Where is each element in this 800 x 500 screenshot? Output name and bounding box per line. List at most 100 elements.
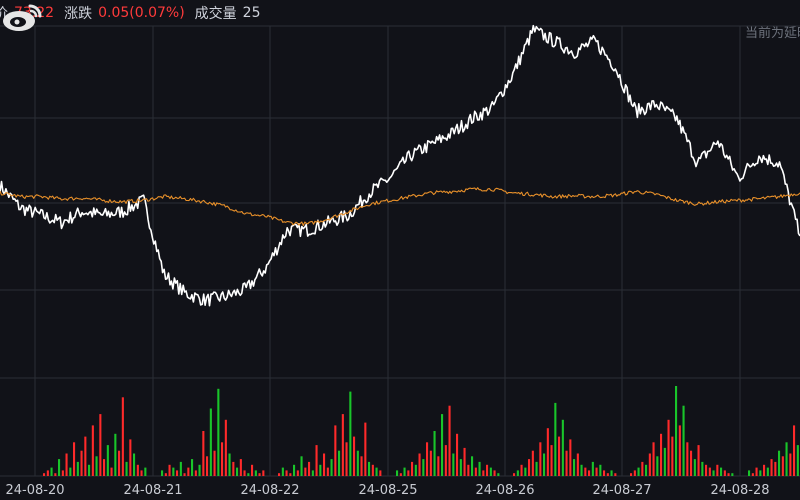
volume-bar: [467, 464, 470, 477]
volume-bar: [778, 450, 781, 476]
volume-bar: [407, 470, 410, 476]
volume-bar: [161, 470, 164, 476]
volume-bar: [278, 473, 281, 476]
volume-bar: [198, 464, 201, 477]
volume-bar: [426, 442, 429, 477]
volume-bar: [656, 456, 659, 476]
volume-bar: [308, 461, 311, 476]
volume-bar: [110, 467, 113, 476]
volume-bar: [716, 464, 719, 477]
volume-bar: [217, 388, 220, 476]
volume-bar: [781, 456, 784, 476]
volume-bar: [364, 422, 367, 476]
volume-bar: [697, 445, 700, 476]
volume-bar: [774, 461, 777, 476]
volume-bar: [603, 470, 606, 476]
change-label: 涨跌: [64, 6, 93, 22]
volume-bar: [584, 467, 587, 476]
volume-bar: [194, 470, 197, 476]
volume-bar: [206, 456, 209, 476]
volume-bar: [727, 473, 730, 476]
volume-bar: [663, 447, 666, 476]
volume-bar: [209, 408, 212, 476]
volume-bar: [539, 442, 542, 477]
volume-bar: [326, 467, 329, 476]
volume-bar: [69, 467, 72, 476]
volume-bar: [796, 445, 799, 476]
volume-label: 成交量: [194, 6, 237, 22]
volume-bar: [50, 467, 53, 476]
volume-bar: [95, 456, 98, 476]
volume-bar: [73, 442, 76, 477]
volume-bar: [183, 473, 186, 476]
volume-bar: [690, 450, 693, 476]
volume-bar: [441, 414, 444, 476]
volume-bar: [660, 433, 663, 476]
volume-bar: [323, 453, 326, 476]
average-line: [0, 187, 800, 227]
volume-bar: [289, 473, 292, 476]
volume-bar: [172, 467, 175, 476]
volume-bar: [569, 439, 572, 476]
volume-bar: [239, 459, 242, 476]
volume-bar: [437, 456, 440, 476]
volume-bar: [785, 442, 788, 477]
volume-bar: [285, 470, 288, 476]
volume-bar: [133, 453, 136, 476]
volume-bar: [543, 453, 546, 476]
volume-bar: [422, 459, 425, 476]
volume-bar: [459, 459, 462, 476]
volume-bar: [474, 467, 477, 476]
volume-bar: [630, 473, 633, 476]
volume-bar: [793, 425, 796, 476]
volume-bar: [251, 464, 254, 477]
volume-bar: [213, 450, 216, 476]
x-tick-label: 24-08-26: [475, 483, 534, 498]
volume-bar: [54, 473, 57, 476]
volume-bar: [99, 414, 102, 476]
volume-bar: [46, 470, 49, 476]
volume-value: 25: [242, 5, 261, 21]
volume-bar: [65, 453, 68, 476]
volume-bar: [633, 470, 636, 476]
volume-bar: [701, 461, 704, 476]
volume-bar: [444, 445, 447, 476]
volume-bar: [595, 467, 598, 476]
volume-bar: [789, 453, 792, 476]
volume-bar: [315, 445, 318, 476]
volume-bar: [399, 473, 402, 476]
volume-bar: [573, 459, 576, 476]
volume-bar: [471, 456, 474, 476]
volume-bar: [751, 473, 754, 476]
volume-bar: [202, 431, 205, 476]
volume-bar: [61, 470, 64, 476]
volume-bar: [338, 450, 341, 476]
volume-bar: [520, 464, 523, 477]
volume-bar: [720, 467, 723, 476]
volume-bar: [356, 450, 359, 476]
volume-bar: [614, 473, 617, 476]
price-line: [0, 24, 800, 307]
volume-bar: [671, 436, 674, 476]
volume-bar: [414, 464, 417, 477]
volume-bar: [300, 456, 303, 476]
x-tick-label: 24-08-27: [592, 483, 651, 498]
volume-bar: [489, 467, 492, 476]
volume-bar: [493, 470, 496, 476]
volume-bar: [606, 473, 609, 476]
volume-bar: [281, 467, 284, 476]
price-label: 价: [0, 6, 8, 22]
quote-bar: 价 73.22 涨跌 0.05(0.07%) 成交量 25: [0, 0, 800, 26]
volume-bar: [748, 470, 751, 476]
volume-bar: [293, 464, 296, 477]
volume-bar: [429, 450, 432, 476]
weibo-logo-icon: [3, 4, 42, 31]
volume-bar: [411, 461, 414, 476]
volume-bar: [486, 464, 489, 477]
volume-bar: [580, 464, 583, 477]
volume-bar: [176, 470, 179, 476]
volume-bar: [334, 425, 337, 476]
volume-bar: [311, 470, 314, 476]
volume-bar: [482, 470, 485, 476]
volume-bar: [561, 419, 564, 477]
